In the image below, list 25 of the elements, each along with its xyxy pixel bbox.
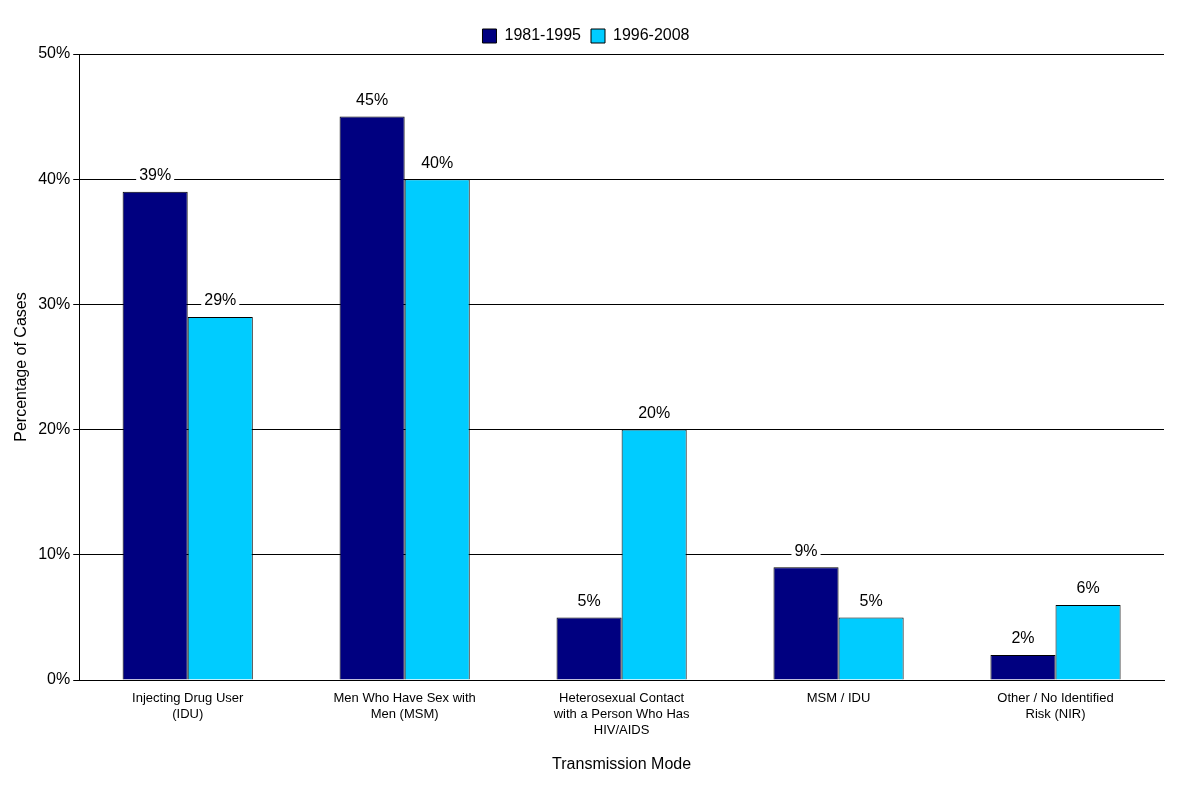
x-axis-title: Transmission Mode bbox=[552, 754, 692, 772]
data-label: 45% bbox=[356, 91, 389, 109]
data-label: 20% bbox=[638, 404, 671, 422]
x-tick-label: Heterosexual Contact with a Person Who Has HIV/AIDS bbox=[552, 690, 691, 737]
data-label: 9% bbox=[794, 541, 818, 559]
data-label: 5% bbox=[859, 591, 883, 609]
y-tick-label: 30% bbox=[38, 294, 71, 312]
data-label: 39% bbox=[139, 166, 172, 184]
legend-label: 1996-2008 bbox=[613, 26, 690, 44]
x-tick-label: Injecting Drug User (IDU) bbox=[132, 690, 244, 721]
data-label: 2% bbox=[1011, 629, 1035, 647]
x-tick-label: Other / No Identified Risk (NIR) bbox=[997, 690, 1114, 721]
x-tick-label: MSM / IDU bbox=[806, 690, 871, 706]
y-tick-label: 20% bbox=[38, 420, 71, 438]
legend-label: 1981-1995 bbox=[504, 26, 582, 44]
y-tick-label: 50% bbox=[38, 44, 71, 62]
x-tick-label: Men Who Have Sex with Men (MSM) bbox=[333, 690, 476, 721]
data-label: 40% bbox=[421, 153, 454, 171]
y-tick-label: 40% bbox=[38, 169, 71, 187]
y-axis-title: Percentage of Cases bbox=[12, 292, 30, 442]
data-label: 6% bbox=[1076, 579, 1100, 597]
data-label: 29% bbox=[204, 291, 237, 309]
data-label: 5% bbox=[577, 591, 601, 609]
y-tick-label: 10% bbox=[38, 545, 71, 563]
y-tick-label: 0% bbox=[47, 670, 71, 688]
